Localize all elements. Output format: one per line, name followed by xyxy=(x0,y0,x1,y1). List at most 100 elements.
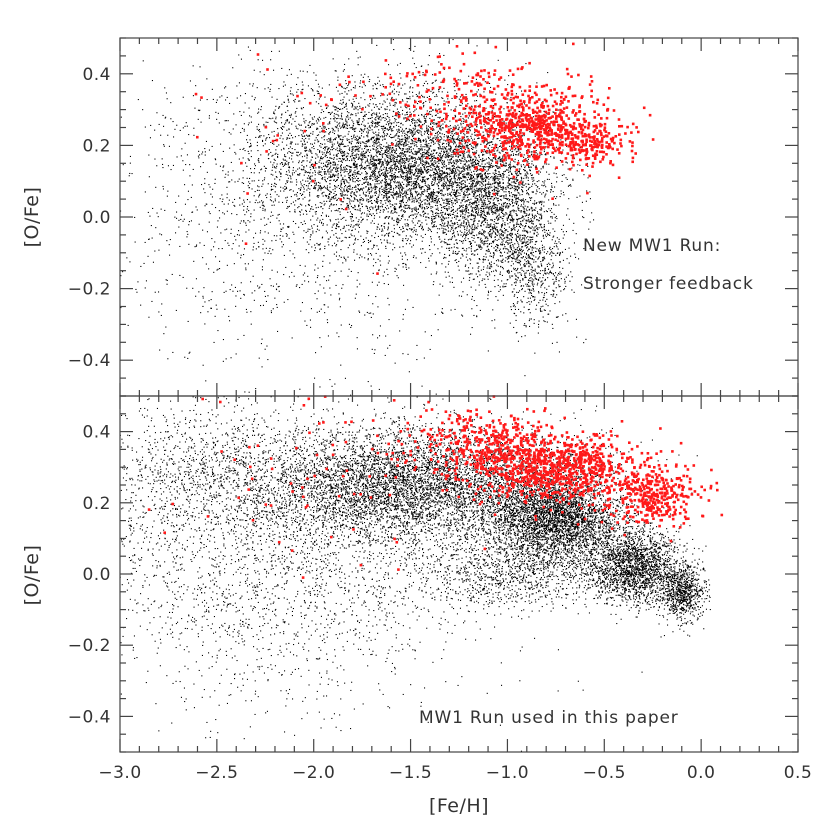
black-point xyxy=(484,172,486,174)
black-point xyxy=(418,91,420,93)
black-point xyxy=(384,193,386,195)
black-point xyxy=(443,257,445,259)
black-point xyxy=(455,218,457,220)
black-point xyxy=(315,184,317,186)
black-point xyxy=(419,185,421,187)
black-point xyxy=(355,138,357,140)
black-point xyxy=(527,177,529,179)
black-point xyxy=(436,201,438,203)
black-point xyxy=(386,128,388,130)
black-point xyxy=(201,153,203,155)
black-point xyxy=(312,172,314,174)
black-point xyxy=(453,110,455,112)
black-point xyxy=(540,209,542,211)
black-point xyxy=(328,176,330,178)
black-point xyxy=(497,222,499,224)
black-point xyxy=(482,115,484,117)
black-point xyxy=(405,176,407,178)
black-point xyxy=(538,173,540,175)
black-point xyxy=(544,163,546,165)
black-point xyxy=(405,143,407,145)
black-point xyxy=(487,128,489,130)
black-point xyxy=(300,124,302,126)
black-point xyxy=(402,192,404,194)
black-point xyxy=(455,126,457,128)
black-point xyxy=(370,213,372,215)
black-point xyxy=(479,181,481,183)
black-point xyxy=(409,181,411,183)
black-point xyxy=(230,133,232,135)
black-point xyxy=(435,212,437,214)
black-point xyxy=(443,161,445,163)
black-point xyxy=(449,176,451,178)
black-point xyxy=(423,106,425,108)
black-point xyxy=(443,162,445,164)
black-point xyxy=(336,179,338,181)
black-point xyxy=(325,171,327,173)
black-point xyxy=(505,122,507,124)
black-point xyxy=(402,171,404,173)
black-point xyxy=(516,145,518,147)
black-point xyxy=(458,173,460,175)
black-point xyxy=(306,153,308,155)
black-point xyxy=(469,126,471,128)
black-point xyxy=(407,164,409,166)
black-point xyxy=(390,180,392,182)
black-point xyxy=(424,176,426,178)
black-point xyxy=(393,211,395,213)
black-point xyxy=(361,153,363,155)
black-point xyxy=(368,164,370,166)
black-point xyxy=(409,199,411,201)
black-point xyxy=(451,191,453,193)
black-point xyxy=(411,228,413,230)
black-point xyxy=(549,210,551,212)
black-point xyxy=(418,172,420,174)
black-point xyxy=(442,184,444,186)
black-point xyxy=(300,168,302,170)
black-point xyxy=(512,185,514,187)
black-point xyxy=(394,103,396,105)
black-point xyxy=(339,158,341,160)
black-point xyxy=(262,183,264,185)
black-point xyxy=(379,146,381,148)
black-point xyxy=(476,174,478,176)
black-point xyxy=(324,245,326,247)
black-point xyxy=(424,113,426,115)
black-point xyxy=(258,161,260,163)
black-point xyxy=(357,225,359,227)
black-point xyxy=(398,181,400,183)
black-point xyxy=(449,125,451,127)
black-point xyxy=(532,180,534,182)
black-point xyxy=(375,143,377,145)
black-point xyxy=(391,178,393,180)
black-point xyxy=(257,112,259,114)
black-point xyxy=(540,168,542,170)
black-point xyxy=(459,104,461,106)
black-point xyxy=(542,142,544,144)
black-point xyxy=(357,221,359,223)
black-point xyxy=(445,154,447,156)
black-point xyxy=(426,128,428,130)
black-point xyxy=(466,191,468,193)
black-point xyxy=(415,108,417,110)
black-point xyxy=(446,186,448,188)
black-point xyxy=(400,77,402,79)
black-point xyxy=(449,148,451,150)
black-point xyxy=(428,155,430,157)
black-point xyxy=(382,164,384,166)
black-point xyxy=(474,151,476,153)
black-point xyxy=(328,163,330,165)
black-point xyxy=(389,175,391,177)
black-point xyxy=(406,113,408,115)
black-point xyxy=(387,150,389,152)
black-point xyxy=(446,146,448,148)
black-point xyxy=(356,166,358,168)
black-point xyxy=(336,153,338,155)
black-point xyxy=(470,143,472,145)
black-point xyxy=(475,162,477,164)
black-point xyxy=(326,146,328,148)
black-point xyxy=(260,106,262,108)
black-point xyxy=(350,89,352,91)
black-point xyxy=(411,211,413,213)
black-point xyxy=(504,205,506,207)
